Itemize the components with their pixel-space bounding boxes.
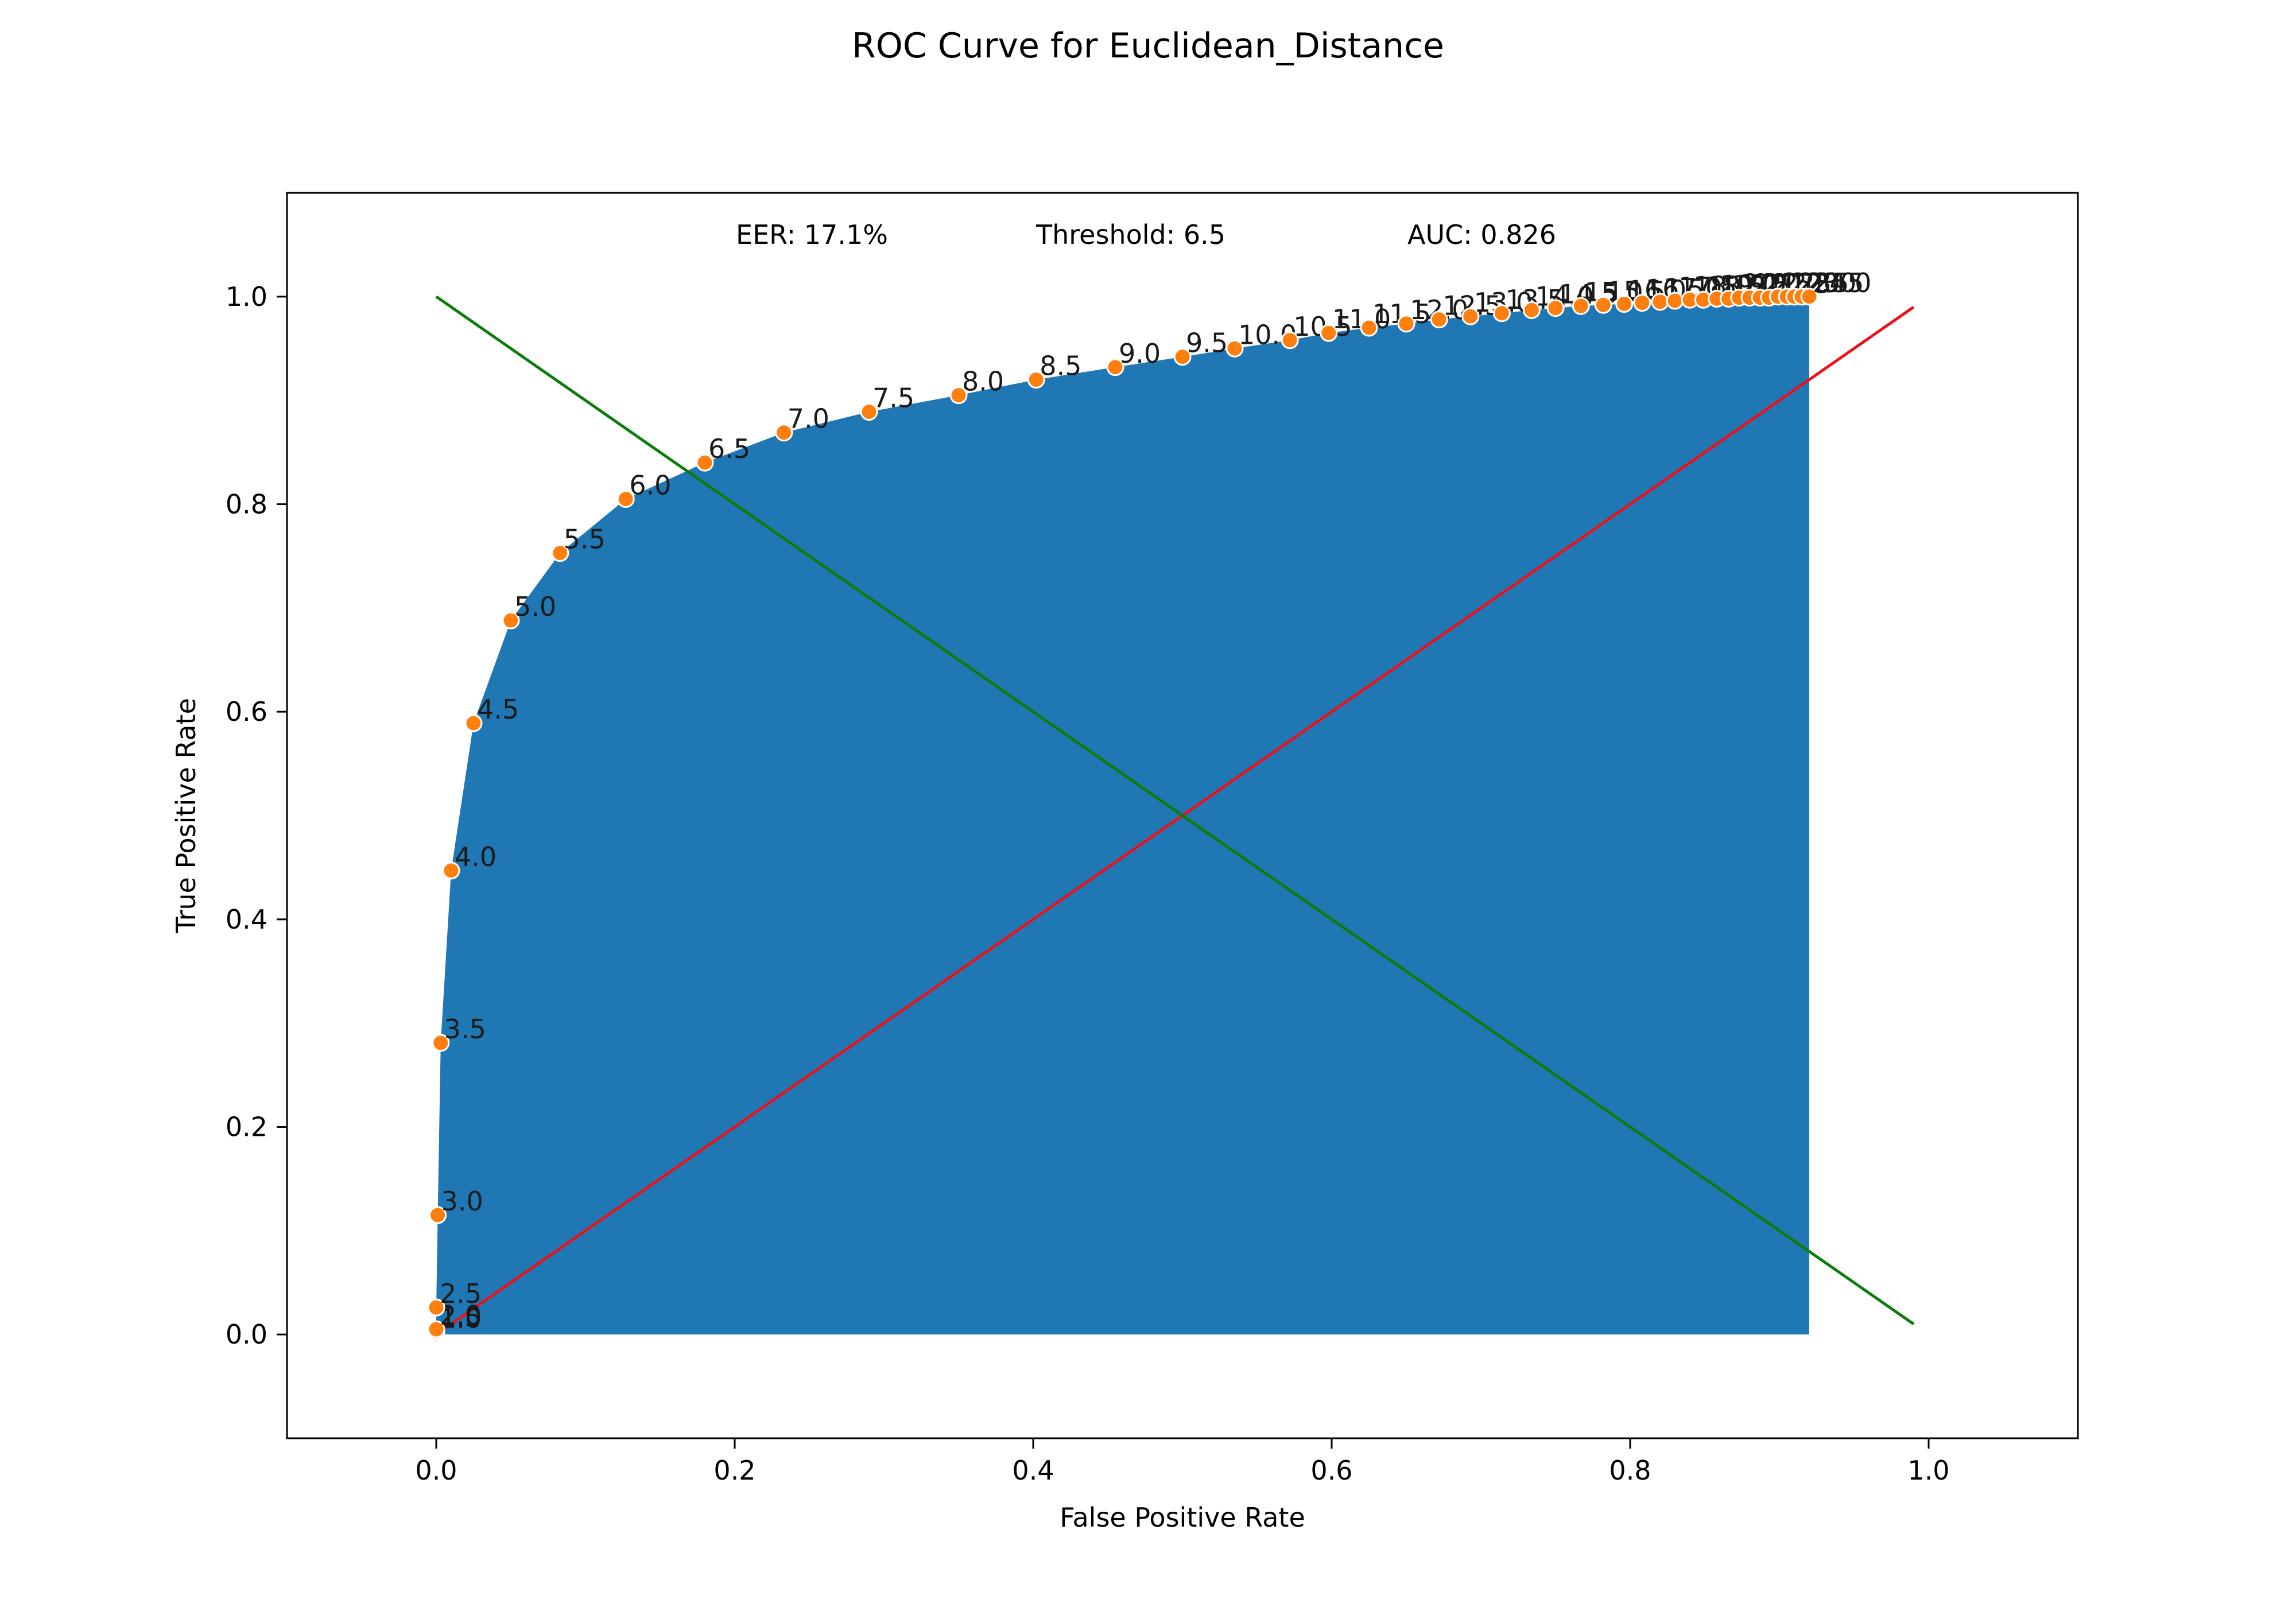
threshold-label: 8.0 (962, 366, 1004, 397)
x-tick-label: 1.0 (1907, 1455, 1949, 1486)
threshold-label: 6.0 (629, 469, 671, 500)
diagonal-line (435, 305, 1915, 1336)
threshold-label: 1.5 (440, 1302, 482, 1333)
threshold-label: 9.5 (1186, 328, 1228, 359)
threshold-label: 2.0 (440, 1300, 482, 1331)
roc-point (1027, 371, 1045, 389)
roc-point (1522, 301, 1541, 319)
roc-point (1173, 348, 1192, 366)
roc-point (1633, 294, 1651, 312)
roc-point (1106, 358, 1124, 376)
x-tick-label: 0.8 (1609, 1455, 1651, 1486)
threshold-label: 8.5 (1040, 351, 1081, 382)
roc-point (502, 611, 520, 630)
x-tick-label: 0.4 (1012, 1455, 1054, 1486)
roc-point (429, 1206, 447, 1224)
y-axis: 0.0 0.2 0.4 0.6 0.8 1.0 (226, 281, 287, 1350)
threshold-label: 5.5 (564, 523, 606, 554)
chart-title: ROC Curve for Euclidean_Distance (852, 26, 1444, 66)
y-tick-label: 0.6 (226, 696, 267, 727)
eer-annotation: EER: 17.1% (736, 219, 888, 250)
x-tick-label: 0.0 (415, 1455, 457, 1486)
roc-point (1572, 297, 1590, 315)
roc-point (616, 490, 635, 508)
threshold-label: 4.5 (477, 694, 519, 725)
axes-frame (286, 192, 2079, 1439)
x-axis-label: False Positive Rate (1060, 1502, 1305, 1533)
threshold-label: 5.0 (514, 591, 556, 622)
roc-point (696, 453, 714, 472)
y-axis-label: True Positive Rate (170, 698, 201, 934)
eer-line (435, 295, 1915, 1326)
roc-point (1492, 304, 1511, 323)
threshold-label: 1.0 (440, 1303, 482, 1334)
plot-area: 1.01.52.02.5 3.0 3.5 4.0 4.5 5.0 5.5 6.0 6.5 7.0 7… (427, 267, 1915, 1342)
roc-point (1800, 288, 1818, 306)
y-tick-label: 0.0 (226, 1319, 267, 1350)
auc-annotation: AUC: 0.826 (1407, 219, 1556, 250)
y-tick-label: 0.2 (226, 1112, 267, 1143)
roc-point (1225, 339, 1244, 358)
roc-point (949, 386, 968, 405)
roc-point (427, 1320, 445, 1338)
roc-point (860, 403, 878, 421)
roc-point (442, 861, 460, 880)
x-axis: 0.0 0.2 0.4 0.6 0.8 1.0 (415, 1438, 1950, 1486)
roc-point (464, 714, 483, 732)
roc-point (1461, 307, 1480, 325)
roc-point (551, 544, 569, 562)
threshold-label: 7.5 (872, 383, 914, 414)
y-tick-label: 0.8 (226, 489, 267, 520)
threshold-label: 24.0 (1813, 267, 1871, 298)
threshold-label: 6.5 (708, 433, 750, 464)
roc-point (1397, 315, 1415, 333)
roc-point (1430, 310, 1448, 329)
roc-point (775, 424, 793, 442)
threshold-label: 4.0 (455, 841, 497, 872)
roc-point (1594, 296, 1612, 314)
roc-point (1320, 324, 1338, 342)
threshold-label: 3.0 (441, 1186, 483, 1217)
roc-point (432, 1034, 450, 1052)
threshold-annotation: Threshold: 6.5 (1035, 219, 1225, 250)
roc-point (427, 1298, 445, 1317)
roc-point (1615, 294, 1634, 313)
x-tick-label: 0.2 (713, 1455, 755, 1486)
y-tick-label: 0.4 (226, 904, 267, 935)
threshold-label: 2.5 (440, 1278, 482, 1309)
threshold-label: 9.0 (1119, 338, 1161, 369)
roc-area-fill (436, 296, 1809, 1335)
threshold-label: 3.5 (444, 1014, 486, 1045)
threshold-label: 7.0 (788, 403, 829, 434)
x-tick-label: 0.6 (1310, 1455, 1352, 1486)
roc-point (1360, 319, 1378, 337)
y-tick-label: 1.0 (226, 281, 267, 312)
roc-point (1281, 331, 1299, 350)
roc-point (1546, 299, 1565, 317)
